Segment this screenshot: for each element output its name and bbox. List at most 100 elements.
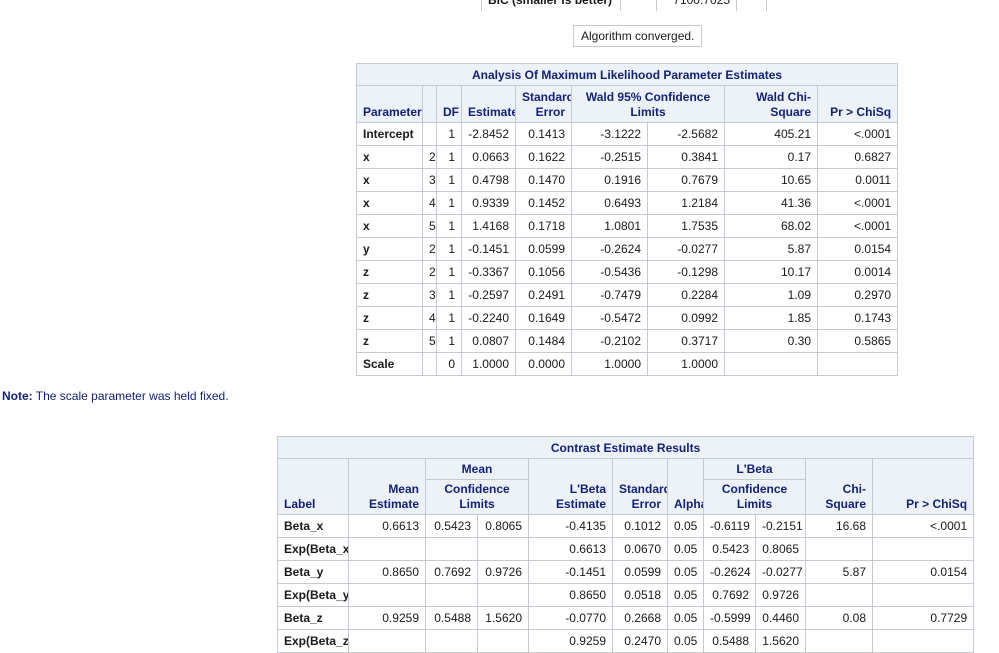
mle-table-row: z 4 1 -0.2240 0.1649 -0.5472 0.0992 1.85… [356, 306, 899, 330]
contrast-header-row-top: Label Mean Estimate Mean L'Beta Estimate… [277, 458, 975, 515]
cell-lbeta-cl-upper: 0.8065 [755, 537, 806, 561]
cell-wald-chi-square: 1.85 [724, 306, 818, 330]
col-header-standard-error: Standard Error [515, 85, 572, 123]
col-header-chi-square: Chi-Square [805, 458, 873, 515]
cell-lbeta-cl-upper: 0.9726 [755, 583, 806, 607]
contrast-table-row: Exp(Beta_y) 0.8650 0.0518 0.05 0.7692 0.… [277, 583, 975, 607]
cell-estimate: 0.0663 [461, 145, 516, 169]
cell-standard-error: 0.1649 [515, 306, 572, 330]
cell-label: Exp(Beta_z) [277, 629, 349, 653]
cell-parameter: z [356, 329, 423, 353]
cell-parameter: y [356, 237, 423, 261]
cell-mean-estimate: 0.8650 [348, 560, 426, 584]
cell-wald-chi-square: 68.02 [724, 214, 818, 238]
cell-mean-cl-upper: 1.5620 [477, 606, 529, 630]
col-header-estimate: Estimate [461, 85, 516, 123]
cell-mean-cl-lower [425, 629, 478, 653]
cell-ci-lower: -0.5472 [571, 306, 648, 330]
cell-ci-lower: 1.0000 [571, 352, 648, 376]
contrast-table-title: Contrast Estimate Results [276, 436, 975, 459]
cell-df: 1 [436, 260, 462, 284]
cell-wald-chi-square: 1.09 [724, 283, 818, 307]
cell-estimate: -0.1451 [461, 237, 516, 261]
convergence-status-box: Algorithm converged. [573, 25, 703, 47]
cell-standard-error: 0.1056 [515, 260, 572, 284]
cell-standard-error: 0.1622 [515, 145, 572, 169]
cell-lbeta-cl-lower: -0.6119 [703, 514, 756, 538]
mle-table-row: Scale 0 1.0000 0.0000 1.0000 1.0000 [356, 352, 899, 376]
cell-df: 1 [436, 191, 462, 215]
mle-table-row: y 2 1 -0.1451 0.0599 -0.2624 -0.0277 5.8… [356, 237, 899, 261]
cell-lbeta-estimate: 0.8650 [528, 583, 613, 607]
cell-lbeta-cl-upper: -0.2151 [755, 514, 806, 538]
cell-label: Beta_y [277, 560, 349, 584]
cell-pr-chisq: 0.0014 [816, 260, 899, 284]
goodness-of-fit-table-clipped: BIC (smaller is better) 7100.7025 [481, 0, 768, 11]
cell-standard-error: 0.2668 [612, 606, 668, 630]
col-header-pr-chisq: Pr > ChiSq [816, 85, 899, 123]
cell-pr-chisq: 0.0011 [816, 168, 899, 192]
cell-level: 3 [422, 283, 437, 307]
col-header-label: Label [277, 458, 349, 515]
cell-mean-cl-lower: 0.5423 [425, 514, 478, 538]
cell-lbeta-cl-lower: 0.5488 [703, 629, 756, 653]
contrast-table-row: Exp(Beta_z) 0.9259 0.2470 0.05 0.5488 1.… [277, 629, 975, 653]
cell-estimate: 0.0807 [461, 329, 516, 353]
cell-lbeta-cl-lower: -0.5999 [703, 606, 756, 630]
cell-pr-chisq: 0.7729 [871, 606, 975, 630]
cell-lbeta-cl-upper: -0.0277 [755, 560, 806, 584]
cell-mean-estimate [348, 583, 426, 607]
cell-df: 1 [436, 237, 462, 261]
cell-alpha: 0.05 [667, 560, 704, 584]
mle-table-row: x 4 1 0.9339 0.1452 0.6493 1.2184 41.36 … [356, 191, 899, 215]
cell-mean-cl-lower: 0.7692 [425, 560, 478, 584]
cell-wald-chi-square: 10.17 [724, 260, 818, 284]
cell-ci-lower: 0.6493 [571, 191, 648, 215]
cell-ci-lower: -0.2102 [571, 329, 648, 353]
cell-df: 1 [436, 283, 462, 307]
col-header-wald-chi-square: Wald Chi-Square [724, 85, 818, 123]
col-header-wald-confidence-limits: Wald 95% Confidence Limits [571, 85, 725, 123]
cell-standard-error: 0.0000 [515, 352, 572, 376]
cell-parameter: x [356, 168, 423, 192]
contrast-header-row-bottom: Confidence Limits Confidence Limits [278, 479, 974, 515]
cell-mean-cl-upper: 0.9726 [477, 560, 529, 584]
cell-level [422, 352, 437, 376]
cell-parameter: x [356, 214, 423, 238]
note-text: The scale parameter was held fixed. [35, 389, 229, 403]
cell-df: 1 [436, 329, 462, 353]
cell-df: 1 [436, 214, 462, 238]
cell-chi-square [805, 629, 873, 653]
col-header-lbeta-estimate: L'Beta Estimate [528, 458, 613, 515]
fit-row: BIC (smaller is better) 7100.7025 [481, 0, 767, 11]
cell-level: 4 [422, 191, 437, 215]
col-header-lbeta-confidence-limits: Confidence Limits [703, 479, 806, 515]
cell-pr-chisq: <.0001 [871, 514, 975, 538]
cell-ci-upper: 0.2284 [647, 283, 725, 307]
cell-chi-square: 16.68 [805, 514, 873, 538]
cell-standard-error: 0.1470 [515, 168, 572, 192]
cell-pr-chisq: <.0001 [816, 122, 899, 146]
col-header-pr-chisq: Pr > ChiSq [871, 458, 975, 515]
cell-ci-upper: -2.5682 [647, 122, 725, 146]
cell-lbeta-cl-lower: 0.5423 [703, 537, 756, 561]
cell-ci-upper: 0.0992 [647, 306, 725, 330]
col-header-parameter: Parameter [356, 85, 423, 123]
cell-pr-chisq [816, 352, 899, 376]
mle-table-row: Intercept 1 -2.8452 0.1413 -3.1222 -2.56… [356, 122, 899, 146]
cell-standard-error: 0.1413 [515, 122, 572, 146]
cell-level: 3 [422, 168, 437, 192]
cell-wald-chi-square [724, 352, 818, 376]
cell-pr-chisq: 0.6827 [816, 145, 899, 169]
cell-df: 0 [436, 352, 462, 376]
col-header-df: DF [436, 85, 462, 123]
cell-parameter: x [356, 145, 423, 169]
cell-alpha: 0.05 [667, 583, 704, 607]
cell-wald-chi-square: 405.21 [724, 122, 818, 146]
cell-mean-estimate: 0.6613 [348, 514, 426, 538]
cell-df: 1 [436, 122, 462, 146]
cell-standard-error: 0.0670 [612, 537, 668, 561]
cell-mean-cl-lower [425, 583, 478, 607]
cell-lbeta-cl-lower: -0.2624 [703, 560, 756, 584]
col-header-standard-error: Standard Error [612, 458, 668, 515]
